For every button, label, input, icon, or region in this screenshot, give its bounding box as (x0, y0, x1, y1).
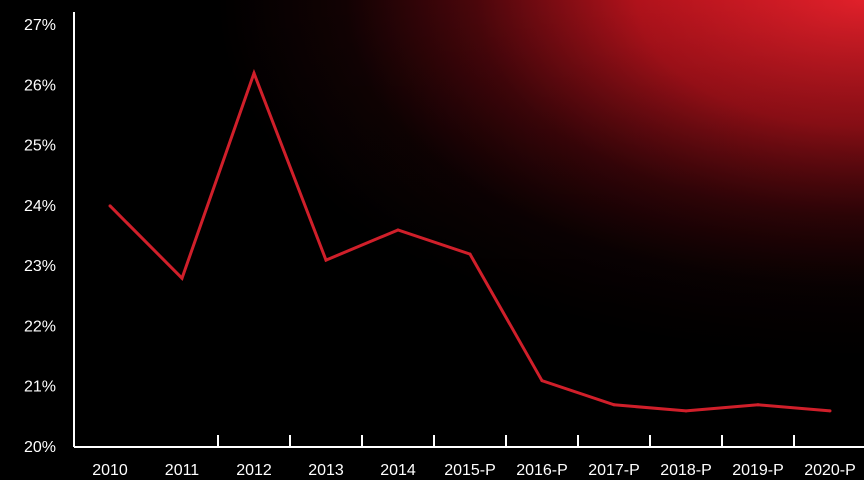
x-tick-label: 2010 (92, 462, 128, 479)
data-point (108, 204, 112, 208)
data-point (540, 379, 544, 383)
data-point (180, 276, 184, 280)
x-tick-label: 2016-P (516, 462, 568, 479)
data-point (684, 409, 688, 413)
x-axis-labels: 2010 2011 2012 2013 2014 2015-P 2016-P 2017-P 20… (92, 462, 856, 479)
x-tick-label: 2017-P (588, 462, 640, 479)
data-point (612, 403, 616, 407)
x-tick-label: 2019-P (732, 462, 784, 479)
x-tick-label: 2013 (308, 462, 344, 479)
data-point (252, 71, 256, 75)
x-tick-label: 2011 (165, 462, 200, 479)
data-point (324, 258, 328, 262)
y-tick-label: 21% (24, 379, 56, 396)
x-tick-label: 2018-P (660, 462, 712, 479)
y-tick-label: 23% (24, 258, 56, 275)
y-tick-label: 22% (24, 318, 56, 335)
series-layer (108, 68, 832, 413)
data-point (396, 228, 400, 232)
y-tick-label: 25% (24, 138, 56, 155)
x-tick-label: 2012 (236, 462, 272, 479)
y-tick-label: 24% (24, 198, 56, 215)
y-tick-label: 27% (24, 17, 56, 34)
x-tick-label: 2020-P (804, 462, 856, 479)
y-tick-label: 26% (24, 77, 56, 94)
axes (73, 12, 864, 448)
data-point (828, 409, 832, 413)
x-tick-label: 2015-P (444, 462, 496, 479)
data-point (468, 252, 472, 256)
y-axis-labels: 20% 21% 22% 23% 24% 25% 26% 27% (24, 17, 56, 456)
y-tick-label: 20% (24, 439, 56, 456)
data-point (756, 403, 760, 407)
x-tick-label: 2014 (380, 462, 416, 479)
